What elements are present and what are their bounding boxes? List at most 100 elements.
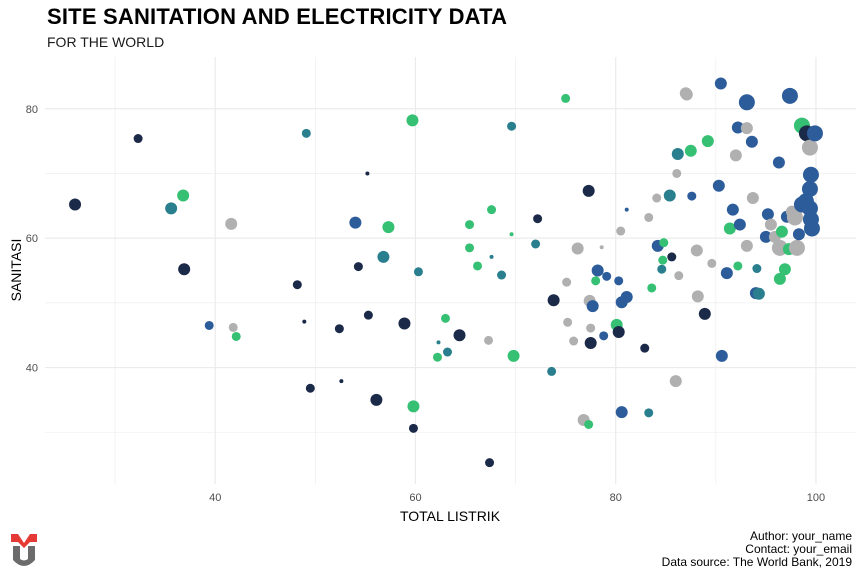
data-point <box>531 239 541 249</box>
data-point <box>786 209 803 226</box>
data-point <box>775 225 788 238</box>
data-point <box>733 218 746 231</box>
data-point <box>803 220 820 237</box>
data-point <box>674 271 684 281</box>
data-point <box>745 135 758 148</box>
data-point <box>305 383 315 393</box>
data-point <box>602 271 612 281</box>
data-point <box>644 408 654 418</box>
data-point <box>723 222 736 235</box>
data-point <box>487 205 497 215</box>
data-point <box>801 139 818 156</box>
data-point <box>584 336 597 349</box>
data-point <box>720 267 733 280</box>
data-point <box>806 125 823 142</box>
data-point <box>781 87 798 104</box>
y-tick-label: 40 <box>26 363 38 375</box>
data-point <box>759 230 772 243</box>
data-point <box>792 228 805 241</box>
data-point <box>436 340 441 345</box>
data-point <box>691 290 704 303</box>
data-point <box>582 184 595 197</box>
data-point <box>752 287 765 300</box>
data-point <box>647 283 657 293</box>
data-point <box>382 221 395 234</box>
logo-icon <box>8 531 40 576</box>
data-point <box>292 280 302 290</box>
data-point <box>507 121 517 131</box>
data-point <box>667 252 677 262</box>
data-point <box>363 310 373 320</box>
data-point <box>231 331 241 341</box>
data-point <box>377 250 390 263</box>
data-point <box>301 128 311 138</box>
data-point <box>657 264 667 274</box>
data-points <box>69 77 823 468</box>
data-point <box>165 202 178 215</box>
data-point <box>69 198 82 211</box>
data-point <box>802 166 819 183</box>
data-point <box>547 294 560 307</box>
data-point <box>485 458 495 468</box>
data-point <box>406 114 419 127</box>
data-point <box>761 208 774 221</box>
data-point <box>497 270 507 280</box>
data-point <box>584 419 594 429</box>
data-point <box>680 88 693 101</box>
data-point <box>591 264 604 277</box>
chart-subtitle: FOR THE WORLD <box>47 34 165 50</box>
data-point <box>484 335 494 345</box>
data-point <box>733 261 743 271</box>
data-point <box>339 379 344 384</box>
data-point <box>740 239 753 252</box>
data-point <box>571 242 584 255</box>
data-point <box>714 77 727 90</box>
data-point <box>334 324 344 334</box>
data-point <box>353 262 363 272</box>
data-point <box>788 239 805 256</box>
data-point <box>624 207 629 212</box>
data-point <box>659 238 669 248</box>
data-point <box>177 189 190 202</box>
y-tick-label: 60 <box>26 233 38 245</box>
x-axis-label: TOTAL LISTRIK <box>400 508 501 524</box>
data-point <box>615 406 628 419</box>
data-point <box>658 255 668 265</box>
data-point <box>663 189 676 202</box>
data-point <box>712 179 725 192</box>
data-point <box>591 276 601 286</box>
data-point <box>533 214 543 224</box>
data-point <box>442 347 452 357</box>
data-point <box>407 400 420 413</box>
x-tick-label: 60 <box>409 492 421 504</box>
data-point <box>738 94 755 111</box>
data-point <box>644 212 654 222</box>
data-point <box>715 349 728 362</box>
data-point <box>563 317 573 327</box>
data-point <box>620 291 633 304</box>
data-point <box>586 300 599 313</box>
data-point <box>473 261 483 271</box>
data-point <box>671 148 684 161</box>
data-point <box>432 352 442 362</box>
data-point <box>561 93 571 103</box>
data-point <box>773 272 786 285</box>
data-point <box>509 232 514 237</box>
caption-source: Data source: The World Bank, 2019 <box>661 555 852 569</box>
data-point <box>408 423 418 433</box>
data-point <box>701 135 714 148</box>
data-point <box>690 244 703 257</box>
data-point <box>684 144 697 157</box>
data-point <box>752 264 762 274</box>
data-point <box>413 267 423 277</box>
y-axis-label: SANITASI <box>8 239 24 302</box>
data-point <box>178 263 191 276</box>
data-point <box>746 192 759 205</box>
caption: Author: your_name Contact: your_email Da… <box>662 530 852 569</box>
data-point <box>698 307 711 320</box>
data-point <box>612 325 625 338</box>
data-point <box>640 343 650 353</box>
data-point <box>547 366 557 376</box>
data-point <box>669 375 682 388</box>
